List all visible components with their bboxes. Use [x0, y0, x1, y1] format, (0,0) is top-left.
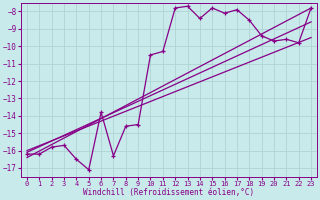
- X-axis label: Windchill (Refroidissement éolien,°C): Windchill (Refroidissement éolien,°C): [84, 188, 255, 197]
